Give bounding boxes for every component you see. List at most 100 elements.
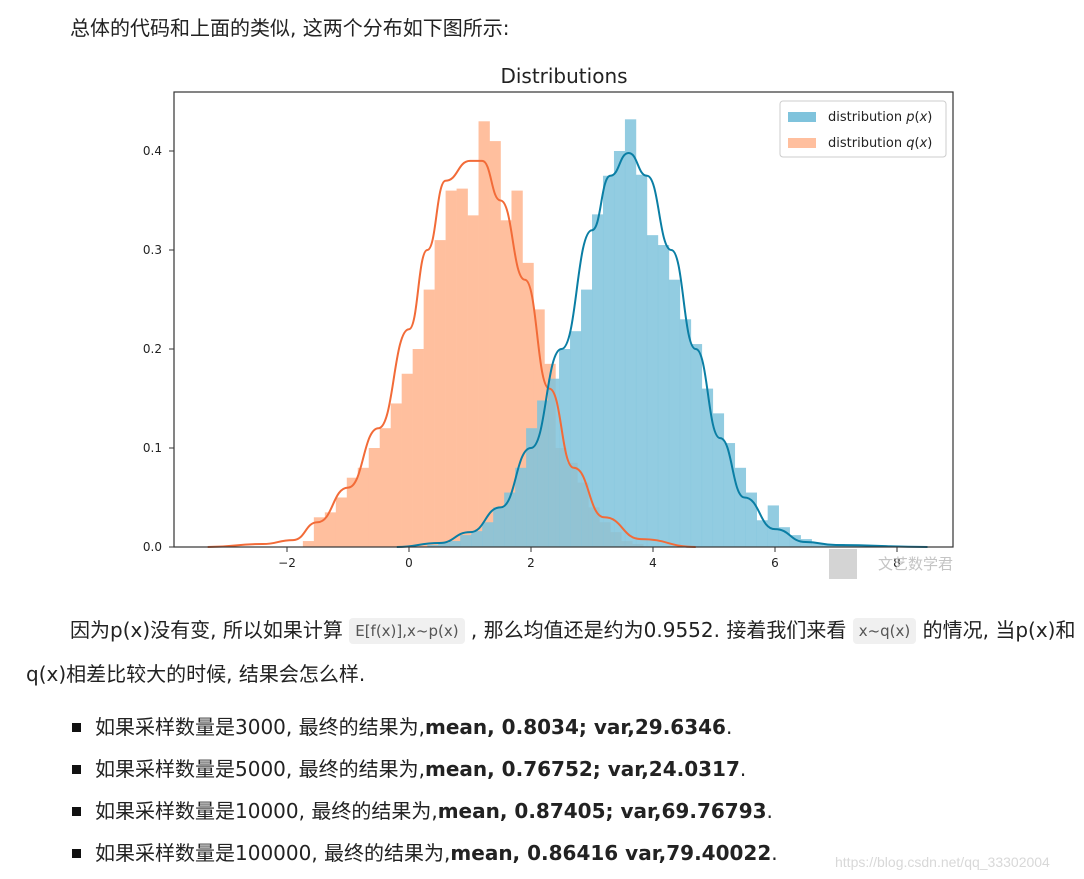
histogram-bar	[723, 443, 736, 547]
y-tick-label: 0.3	[143, 243, 162, 257]
histogram-bar	[482, 522, 494, 547]
y-tick-label: 0.4	[143, 144, 162, 158]
x-tick-label: 6	[771, 556, 779, 570]
result-suffix: .	[771, 841, 778, 865]
page-watermark: https://blog.csdn.net/qq_33302004	[835, 854, 1050, 870]
histogram-bar	[423, 289, 435, 547]
histogram-bar	[515, 467, 527, 547]
legend-label-p: distribution p(x)	[828, 110, 932, 125]
list-item: 如果采样数量是10000, 最终的结果为, mean, 0.87405; var…	[72, 790, 778, 832]
result-values: mean, 0.87405; var,69.76793	[437, 799, 767, 823]
histogram-bar	[756, 520, 768, 547]
histogram-bar	[456, 188, 468, 547]
histogram-bar	[460, 535, 472, 547]
histogram-bar	[467, 215, 479, 547]
histogram-bar	[427, 545, 439, 547]
histogram-bar	[379, 428, 391, 547]
histogram-bar	[390, 403, 402, 547]
list-item: 如果采样数量是3000, 最终的结果为, mean, 0.8034; var,2…	[72, 706, 778, 748]
x-tick-label: 2	[527, 556, 535, 570]
histogram-bar	[635, 174, 648, 547]
results-list: 如果采样数量是3000, 最终的结果为, mean, 0.8034; var,2…	[72, 706, 778, 874]
result-prefix: 如果采样数量是10000, 最终的结果为,	[95, 799, 438, 823]
histogram-bar	[570, 331, 582, 547]
square-bullet-icon	[72, 806, 81, 816]
square-bullet-icon	[72, 764, 81, 774]
result-prefix: 如果采样数量是100000, 最终的结果为,	[95, 841, 451, 865]
histogram-bar	[712, 413, 725, 547]
kde-curve-p	[396, 151, 928, 548]
histogram-bar	[778, 527, 790, 547]
chart-watermark: 文艺数学君	[829, 549, 953, 579]
result-prefix: 如果采样数量是5000, 最终的结果为,	[95, 757, 425, 781]
watermark-logo-icon	[829, 549, 857, 579]
result-suffix: .	[766, 799, 773, 823]
histogram-bar	[657, 245, 670, 548]
histogram-bar	[624, 119, 637, 547]
x-tick-label: 4	[649, 556, 657, 570]
histogram-bar	[789, 535, 801, 547]
result-prefix: 如果采样数量是3000, 最终的结果为,	[95, 715, 425, 739]
histogram-bar	[449, 541, 461, 547]
histogram-bar	[302, 541, 315, 547]
histogram-bar	[537, 400, 549, 547]
watermark-logo-text: 文艺数学君	[878, 555, 953, 573]
histogram-bar	[493, 507, 505, 547]
kde-curve-q	[207, 159, 696, 548]
legend-label-q: distribution q(x)	[828, 136, 932, 151]
distributions-chart: Distributions −2 0 2 4 6 8 0.0 0.1 0.2 0.3 0.4 di…	[143, 64, 954, 579]
chart-title: Distributions	[500, 64, 627, 88]
legend-swatch-p	[788, 112, 816, 122]
chart-legend: distribution p(x) distribution q(x)	[779, 100, 947, 158]
histogram-bar	[822, 545, 834, 547]
result-suffix: .	[739, 757, 747, 781]
histogram-bar	[581, 289, 593, 547]
histogram-q	[302, 121, 644, 548]
histogram-bar	[357, 467, 370, 547]
intro-paragraph: 总体的代码和上面的类似, 这两个分布如下图所示:	[70, 16, 510, 40]
histogram-bar	[701, 388, 714, 547]
histogram-bar	[346, 477, 359, 547]
x-tick-label: 8	[893, 556, 901, 570]
histogram-bar	[679, 319, 692, 547]
histogram-bar	[526, 428, 538, 547]
histogram-bar	[548, 378, 560, 547]
histogram-bar	[613, 151, 626, 547]
histogram-bar	[745, 492, 757, 547]
histogram-bar	[445, 190, 457, 547]
histogram-bar	[504, 492, 516, 547]
legend-swatch-q	[788, 138, 816, 148]
histogram-bar	[511, 190, 523, 547]
histogram-bar	[811, 543, 823, 547]
y-axis: 0.0 0.1 0.2 0.3 0.4	[143, 144, 174, 554]
histogram-bar	[401, 373, 413, 547]
inline-code-sampling: x~q(x)	[852, 618, 917, 644]
histogram-bar	[646, 235, 659, 547]
histogram-bar	[471, 531, 483, 547]
histogram-bar	[489, 141, 501, 547]
inline-code-expectation: E[f(x)],x~p(x)	[349, 618, 465, 644]
paragraph-text: 因为p(x)没有变, 所以如果计算	[70, 618, 350, 642]
result-values: mean, 0.76752; var,24.0317	[424, 757, 740, 781]
histogram-bar	[668, 279, 681, 547]
histogram-bar	[522, 262, 534, 547]
result-values: mean, 0.86416 var,79.40022	[450, 841, 772, 865]
histogram-bar	[734, 467, 747, 547]
histogram-bar	[368, 448, 381, 547]
histogram-bar	[767, 505, 779, 547]
histogram-bar	[313, 517, 326, 547]
histogram-bar	[500, 220, 512, 548]
histogram-bar	[690, 344, 703, 547]
paragraph-text: , 那么均值还是约为0.9552. 接着我们来看	[464, 618, 853, 642]
result-suffix: .	[725, 715, 733, 739]
histogram-bar	[324, 512, 337, 547]
x-tick-label: −2	[278, 556, 296, 570]
square-bullet-icon	[72, 722, 81, 732]
plot-frame	[173, 91, 954, 548]
y-tick-label: 0.1	[143, 441, 162, 455]
paragraph-text: 的情况, 当p(x)和q(x)相差比较大的时候, 结果会怎么样.	[26, 618, 1076, 686]
y-tick-label: 0.2	[143, 342, 162, 356]
histogram-bar	[478, 121, 490, 548]
histogram-bar	[434, 240, 446, 547]
y-tick-label: 0.0	[143, 540, 162, 554]
